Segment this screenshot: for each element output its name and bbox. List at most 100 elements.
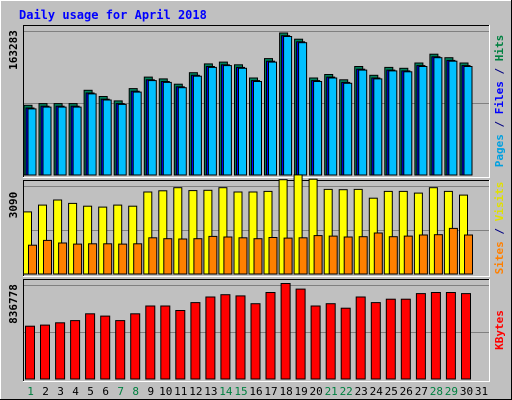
x-tick-label: 11 — [174, 385, 187, 398]
bar-pages-day-21 — [328, 77, 338, 176]
bar-sites-day-18 — [283, 237, 293, 275]
bar-pages-day-15 — [238, 67, 247, 176]
bar-pages-day-22 — [343, 82, 353, 176]
x-tick-label: 10 — [159, 385, 172, 398]
legend-part: / — [493, 221, 506, 241]
x-tick-label: 20 — [309, 385, 322, 398]
bar-pages-day-27 — [418, 66, 428, 176]
x-axis-day-labels: 1 2 3 4 5 6 7 8 9 10 11 12 13 14 15 16 17 18 19 20 21 22 23 24 2… — [27, 385, 488, 398]
bar-pages-day-12 — [192, 75, 202, 176]
bar-pages-day-8 — [132, 91, 142, 176]
bar-sites-day-27 — [418, 234, 428, 275]
bar-kbytes-day-11 — [175, 310, 186, 380]
bar-sites-day-24 — [373, 232, 383, 275]
bar-kbytes-day-4 — [70, 320, 81, 380]
x-tick-label: 28 — [430, 385, 443, 398]
bar-pages-day-13 — [207, 66, 217, 176]
x-tick-label: 17 — [264, 385, 277, 398]
panel-hits: 163283 Pages / Files / Hits — [7, 25, 506, 178]
bar-pages-day-5 — [87, 93, 97, 176]
bar-kbytes-day-12 — [190, 302, 201, 380]
x-tick-label: 29 — [445, 385, 458, 398]
bar-kbytes-day-21 — [325, 303, 336, 380]
x-tick-label: 5 — [87, 385, 94, 398]
bar-pages-day-3 — [57, 106, 67, 176]
bar-pages-day-2 — [42, 106, 52, 176]
bar-visits-day-25 — [383, 190, 393, 275]
bar-visits-day-6 — [98, 206, 108, 275]
bar-visits-day-18 — [278, 179, 288, 275]
bar-sites-day-4 — [73, 243, 83, 275]
bar-sites-day-20 — [313, 235, 323, 275]
bar-sites-day-21 — [328, 235, 338, 275]
x-tick-label: 6 — [102, 385, 109, 398]
bar-kbytes-day-14 — [220, 294, 231, 380]
bar-kbytes-day-17 — [265, 292, 276, 380]
series-sites — [28, 227, 473, 275]
bar-kbytes-day-2 — [40, 324, 50, 380]
x-tick-label: 19 — [294, 385, 307, 398]
panel-kbytes-legend: KBytes — [493, 310, 506, 350]
bar-pages-day-24 — [373, 78, 383, 176]
bar-sites-day-30 — [464, 234, 473, 275]
bar-sites-day-14 — [223, 236, 233, 275]
bar-pages-day-19 — [298, 42, 308, 176]
bar-visits-day-5 — [83, 205, 93, 275]
legend-part: Pages — [493, 134, 506, 167]
x-tick-label: 24 — [370, 385, 384, 398]
bar-pages-day-25 — [388, 70, 398, 176]
x-tick-label: 9 — [147, 385, 154, 398]
legend-part: Sites — [493, 241, 506, 274]
series-visits — [23, 174, 468, 275]
bar-sites-day-28 — [433, 234, 443, 275]
bar-kbytes-day-24 — [370, 302, 381, 380]
bar-sites-day-26 — [403, 235, 413, 275]
bar-sites-day-2 — [43, 239, 52, 275]
bar-kbytes-day-15 — [235, 295, 246, 380]
series-pages — [27, 36, 473, 176]
bar-kbytes-day-25 — [385, 298, 396, 380]
legend-part: KBytes — [493, 310, 506, 350]
x-tick-label: 27 — [415, 385, 428, 398]
bar-sites-day-19 — [298, 237, 308, 275]
panel-visits: 3090 Sites / Visits — [7, 174, 506, 277]
x-tick-label: 8 — [132, 385, 139, 398]
x-tick-label: 23 — [355, 385, 368, 398]
bar-kbytes-day-29 — [445, 292, 456, 380]
bar-visits-day-28 — [428, 187, 438, 275]
bar-visits-day-19 — [293, 174, 303, 275]
bar-sites-day-6 — [103, 243, 113, 275]
bar-pages-day-26 — [403, 71, 413, 176]
bar-sites-day-9 — [148, 237, 158, 275]
bar-visits-day-27 — [413, 192, 423, 275]
bar-pages-day-17 — [268, 61, 277, 176]
bar-sites-day-5 — [88, 243, 98, 275]
bar-visits-day-14 — [218, 187, 228, 275]
bar-visits-day-11 — [173, 187, 183, 275]
bar-sites-day-17 — [268, 237, 278, 275]
bar-pages-day-7 — [117, 103, 127, 176]
x-tick-label: 1 — [27, 385, 34, 398]
bar-sites-day-13 — [208, 235, 218, 275]
bar-pages-day-6 — [102, 99, 112, 176]
bar-pages-day-18 — [283, 36, 293, 176]
bar-kbytes-day-16 — [250, 303, 261, 380]
bar-visits-day-23 — [353, 188, 363, 275]
bar-sites-day-1 — [28, 244, 37, 275]
x-tick-label: 18 — [279, 385, 292, 398]
x-tick-label: 7 — [117, 385, 124, 398]
series-kbytes — [25, 283, 471, 380]
bar-visits-day-1 — [23, 211, 32, 275]
bar-sites-day-7 — [118, 243, 128, 275]
x-tick-label: 22 — [340, 385, 353, 398]
x-tick-label: 14 — [219, 385, 233, 398]
bar-sites-day-23 — [358, 236, 368, 275]
bar-kbytes-day-9 — [145, 305, 156, 380]
bar-kbytes-day-7 — [115, 320, 126, 380]
bar-visits-day-15 — [233, 191, 243, 275]
x-tick-label: 2 — [42, 385, 49, 398]
bar-pages-day-1 — [27, 108, 37, 176]
bar-visits-day-21 — [323, 188, 333, 275]
panel-hits-legend: Pages / Files / Hits — [493, 35, 506, 168]
bar-visits-day-10 — [158, 190, 168, 275]
